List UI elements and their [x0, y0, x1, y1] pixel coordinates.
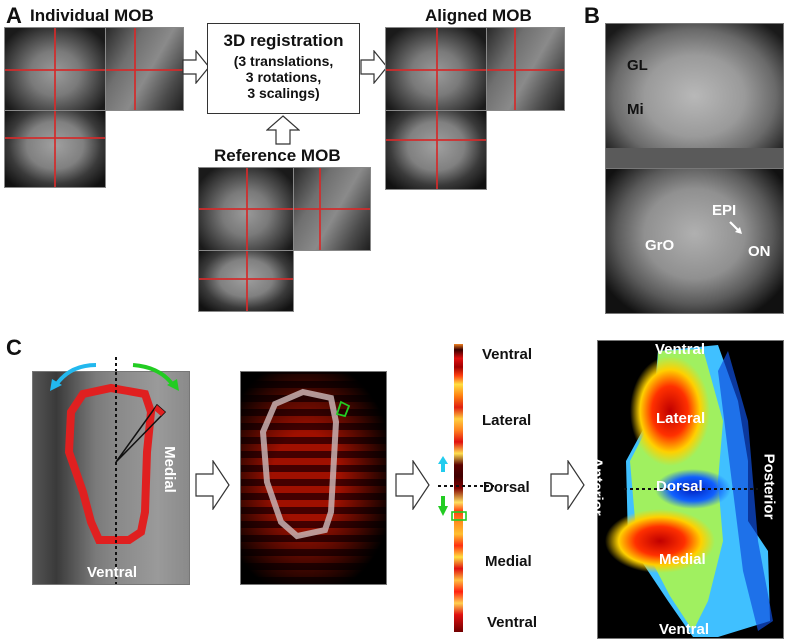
- arrow-right-icon-3: [195, 460, 230, 510]
- individual-mob-title: Individual MOB: [30, 6, 154, 25]
- mi-label: Mi: [627, 101, 644, 118]
- ref-coronal-view: [198, 250, 294, 312]
- strip-label-dorsal: Dorsal: [483, 479, 530, 496]
- coronal-section-image: [605, 168, 784, 314]
- strip-label-medial: Medial: [485, 553, 532, 570]
- slice-image: [32, 371, 190, 585]
- registration-box: 3D registration (3 translations, 3 rotat…: [207, 23, 360, 114]
- sagittal-view: [105, 27, 184, 111]
- panel-c-label: C: [6, 335, 22, 360]
- aligned-coronal-view: [385, 110, 487, 190]
- map-label-medial: Medial: [659, 551, 706, 568]
- gl-label: GL: [627, 57, 648, 74]
- flattened-map: [597, 340, 784, 639]
- map-label-ventral-bottom: Ventral: [659, 621, 710, 638]
- map-label-anterior: Anterior: [588, 457, 606, 516]
- direction-arrows-icon: [438, 456, 494, 521]
- rotation-arrows-icon: [50, 357, 179, 391]
- axial-view: [4, 27, 106, 111]
- panel-b-label: B: [584, 3, 600, 28]
- ref-sagittal-view: [293, 167, 371, 251]
- horizontal-section-image: [605, 23, 784, 169]
- on-label: ON: [748, 243, 771, 260]
- strip-label-ventral-bottom: Ventral: [487, 614, 538, 631]
- ventral-label: Ventral: [87, 564, 138, 581]
- panel-a-label: A: [6, 3, 22, 28]
- registration-line-1: (3 translations,: [233, 53, 334, 69]
- aligned-mob-title: Aligned MOB: [425, 6, 532, 25]
- registration-line-3: 3 scalings): [247, 85, 320, 101]
- map-label-posterior: Posterior: [760, 453, 778, 520]
- strip-label-lateral: Lateral: [482, 412, 532, 429]
- medial-label: Medial: [160, 446, 178, 493]
- ref-axial-view: [198, 167, 294, 251]
- aligned-sagittal-view: [486, 27, 565, 111]
- coronal-view: [4, 110, 106, 188]
- reference-mob-title: Reference MOB: [214, 146, 341, 165]
- profile-strip: [454, 344, 463, 632]
- aligned-axial-view: [385, 27, 487, 111]
- arrow-right-icon-2: [360, 50, 388, 84]
- map-label-lateral: Lateral: [656, 410, 706, 427]
- activity-map-image: [240, 371, 387, 585]
- map-label-dorsal: Dorsal: [656, 478, 703, 495]
- arrow-right-icon: [182, 50, 210, 84]
- arrow-right-icon-5: [550, 460, 585, 510]
- arrow-up-icon: [266, 115, 300, 145]
- map-label-ventral-top: Ventral: [655, 341, 706, 358]
- gro-label: GrO: [645, 237, 675, 254]
- lateral-label: Lateral: [14, 450, 32, 501]
- strip-label-ventral-top: Ventral: [482, 346, 533, 363]
- epi-label: EPI: [712, 202, 737, 219]
- registration-title: 3D registration: [223, 31, 344, 50]
- arrow-pointer-icon: [729, 221, 742, 234]
- registration-line-2: 3 rotations,: [245, 69, 322, 85]
- arrow-right-icon-4: [395, 460, 430, 510]
